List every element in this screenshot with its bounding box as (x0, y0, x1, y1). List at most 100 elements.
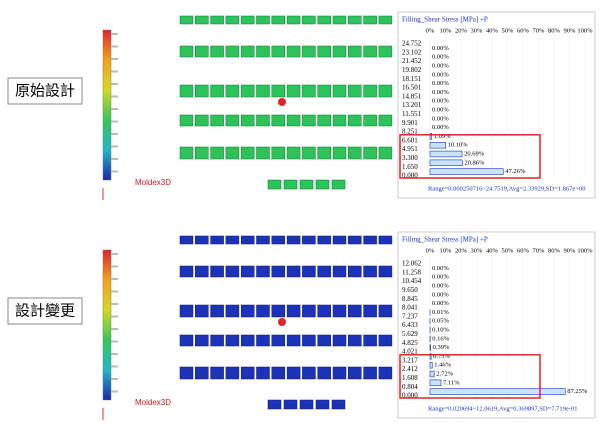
part (240, 15, 255, 25)
design-label: 設計變更 (15, 302, 75, 320)
part (378, 235, 393, 245)
part (286, 114, 301, 127)
part (267, 399, 282, 410)
value-label: 0.00% (432, 89, 449, 96)
part (225, 304, 240, 318)
range-text: Range=0.000250716~24.7519,Avg=2.33929,SD… (428, 185, 585, 192)
part (210, 366, 224, 380)
part (363, 114, 377, 127)
y-tick-label: 12.062 (402, 260, 422, 268)
part (195, 15, 209, 25)
part (225, 235, 240, 245)
y-tick-label: 18.151 (402, 75, 422, 83)
part (348, 235, 362, 245)
part (195, 334, 209, 347)
part (271, 304, 286, 318)
part (378, 265, 393, 278)
y-tick-label: 5.629 (402, 330, 418, 338)
y-tick-label: 8.251 (402, 128, 418, 136)
part (179, 146, 194, 160)
part (286, 304, 301, 318)
range-text: Range=0.020694~12.0619,Avg=0.369897,SD=7… (428, 405, 577, 412)
part (363, 235, 377, 245)
part (299, 179, 314, 190)
part (271, 334, 286, 347)
value-label: 47.26% (505, 168, 526, 175)
part (179, 45, 194, 58)
part (225, 15, 240, 25)
part (256, 45, 270, 58)
part (363, 84, 377, 98)
x-tick-label: 0% (426, 247, 435, 254)
y-tick-label: 7.237 (402, 312, 418, 320)
part (225, 45, 240, 58)
part (317, 84, 331, 98)
part (332, 304, 347, 318)
part (210, 15, 224, 25)
y-tick-label: 9.901 (402, 119, 418, 127)
value-label: 0.00% (432, 265, 449, 272)
part (317, 45, 331, 58)
part (286, 334, 301, 347)
y-tick-label: 19.802 (402, 66, 422, 74)
part (256, 265, 270, 278)
part (348, 45, 362, 58)
color-legend (102, 249, 112, 401)
value-label: 0.00% (432, 274, 449, 281)
part (302, 265, 316, 278)
bar (429, 353, 432, 360)
part (195, 235, 209, 245)
part (348, 304, 362, 318)
value-label: 0.75% (433, 353, 450, 360)
value-label: 87.25% (567, 388, 588, 395)
part (179, 265, 194, 278)
value-label: 0.00% (432, 106, 449, 113)
part (195, 366, 209, 380)
part (348, 366, 362, 380)
value-label: 7.11% (443, 379, 460, 386)
x-tick-label: 100% (577, 27, 593, 34)
part (179, 304, 194, 318)
part (225, 366, 240, 380)
part (225, 84, 240, 98)
part (348, 84, 362, 98)
value-label: 20.86% (464, 159, 485, 166)
value-label: 0.00% (432, 115, 449, 122)
bar (429, 168, 504, 175)
x-tick-label: 90% (564, 27, 577, 34)
x-tick-label: 40% (486, 247, 499, 254)
y-tick-label: 1.650 (402, 163, 418, 171)
bar (429, 388, 566, 395)
part (348, 114, 362, 127)
result-panel: Moldex3D Filling_Shear Stress [MPa] +P 0% 1… (102, 231, 596, 420)
part (363, 265, 377, 278)
part (240, 146, 255, 160)
part (286, 366, 301, 380)
label-box (7, 297, 83, 325)
y-tick-label: 14.851 (402, 92, 422, 100)
design-label: 原始設計 (15, 82, 75, 100)
part (225, 265, 240, 278)
part (317, 146, 331, 160)
part (271, 146, 286, 160)
value-label: 0.00% (432, 291, 449, 298)
color-legend (102, 29, 112, 181)
part (299, 399, 314, 410)
bar (429, 159, 463, 166)
part (317, 366, 331, 380)
part (256, 15, 270, 25)
value-label: 0.39% (433, 344, 450, 351)
part (283, 399, 298, 410)
y-tick-label: 16.501 (402, 84, 422, 92)
part (363, 334, 377, 347)
part (348, 146, 362, 160)
part (302, 114, 316, 127)
part (315, 399, 330, 410)
part (286, 265, 301, 278)
y-tick-label: 6.433 (402, 321, 418, 329)
part (286, 84, 301, 98)
part (332, 334, 347, 347)
part (195, 304, 209, 318)
x-tick-label: 60% (517, 27, 530, 34)
x-tick-label: 70% (533, 27, 546, 34)
